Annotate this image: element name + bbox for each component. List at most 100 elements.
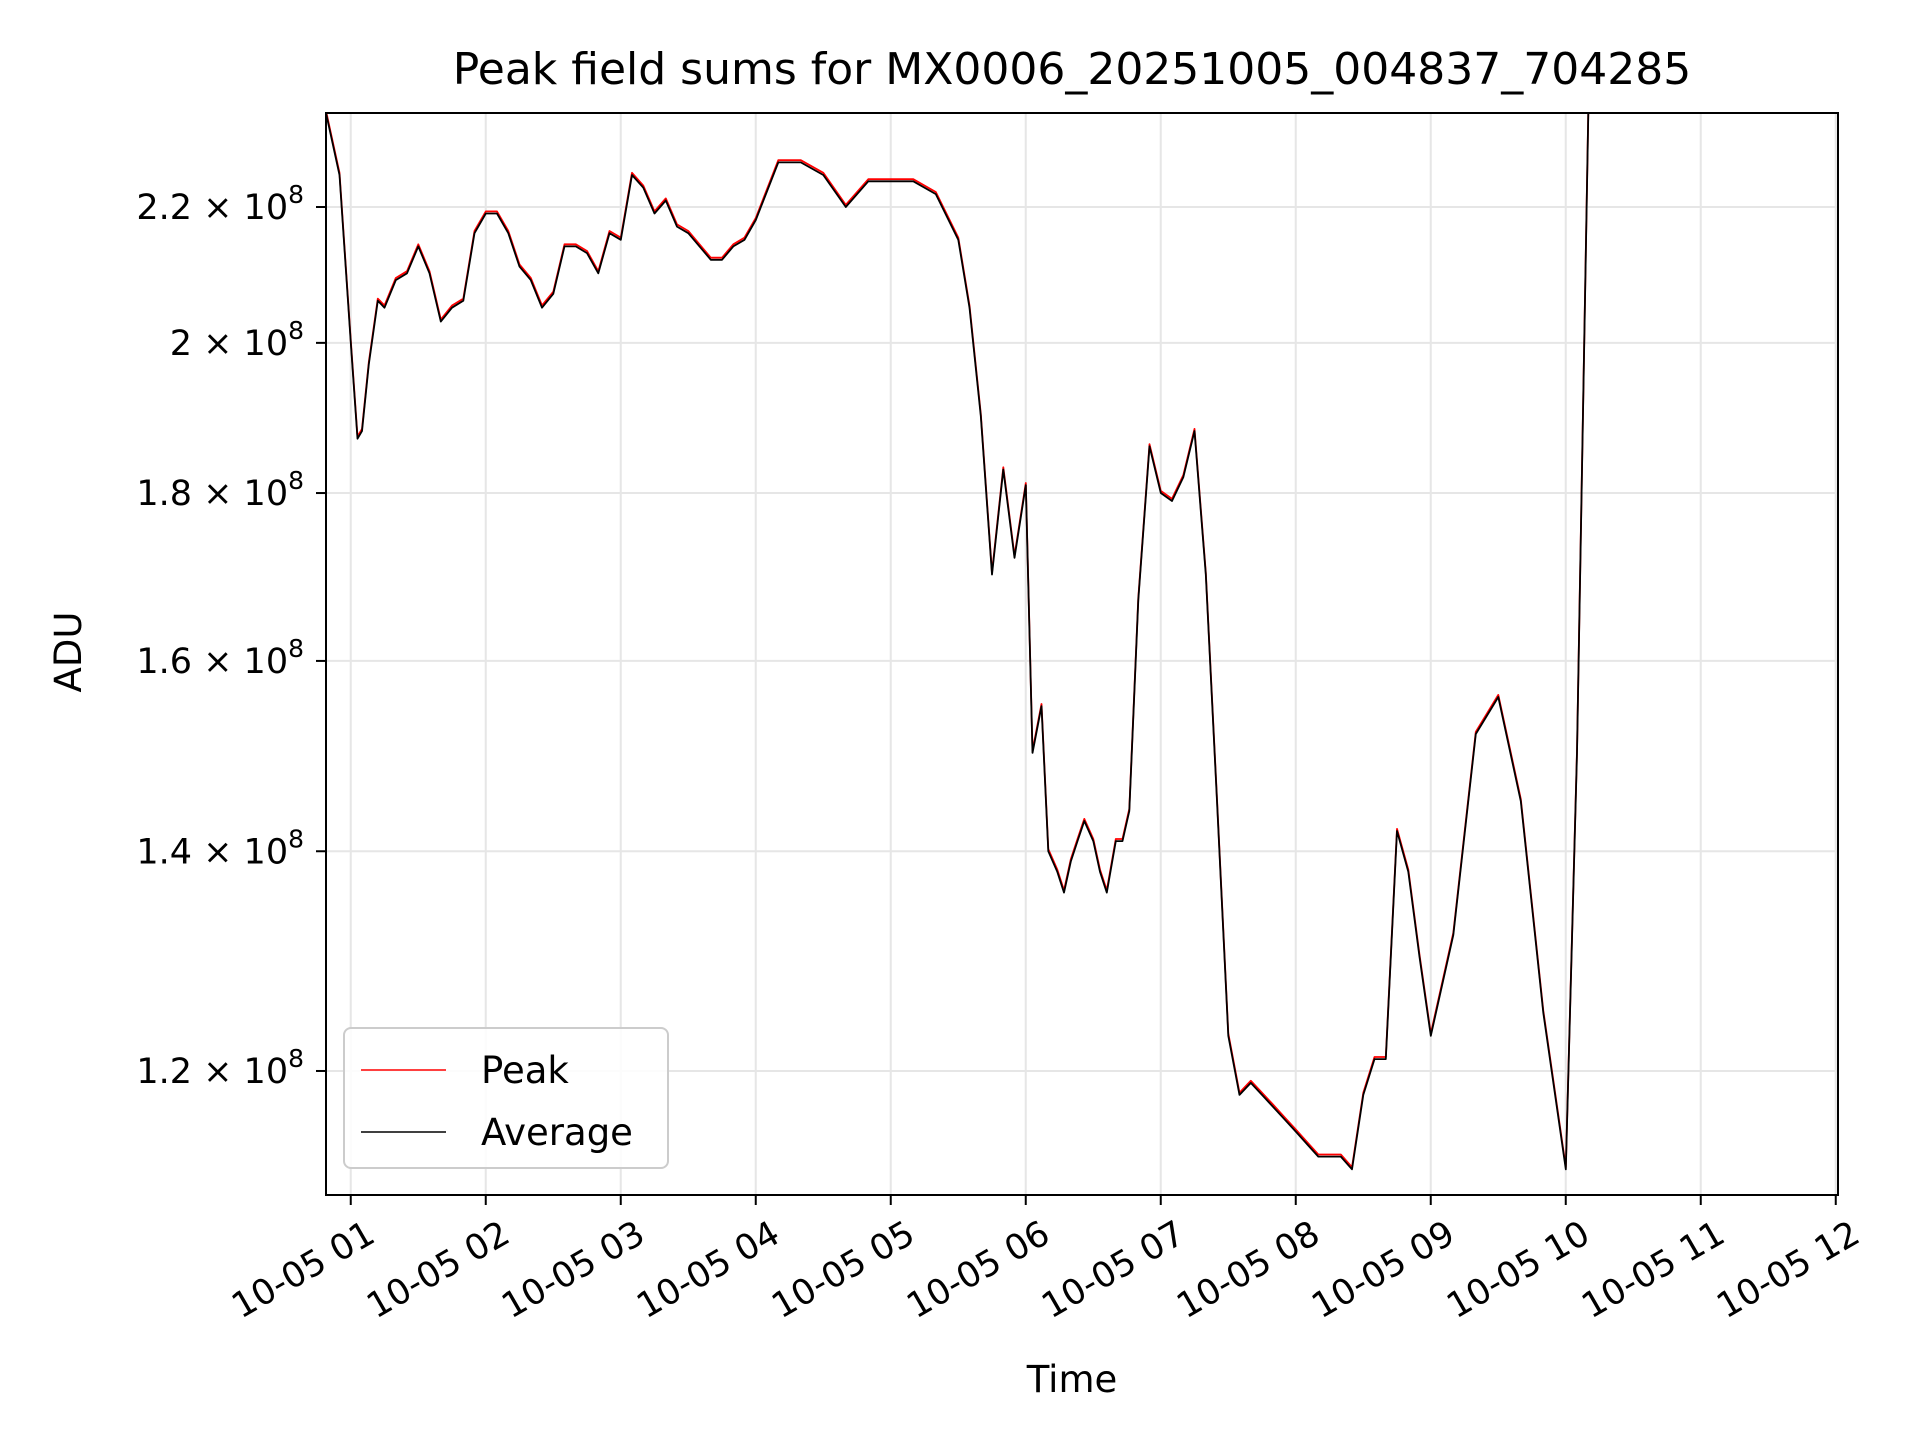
data-point-average — [1363, 1094, 1364, 1095]
data-point-average — [485, 213, 486, 214]
data-point-average — [699, 246, 700, 247]
y-tick-label: 2 × 108 — [170, 316, 304, 364]
data-point-average — [339, 174, 340, 175]
data-point-average — [721, 259, 722, 260]
data-point-average — [1318, 1156, 1319, 1157]
data-point-average — [474, 233, 475, 234]
data-point-average — [1106, 892, 1107, 893]
data-point-average — [361, 431, 362, 432]
series-line-average — [326, 113, 1590, 1171]
data-point-average — [350, 342, 351, 343]
data-point-average — [1351, 1169, 1352, 1170]
data-point-average — [384, 307, 385, 308]
data-point-average — [1329, 1156, 1330, 1157]
legend: Peak Average — [343, 1027, 669, 1169]
data-point-average — [643, 187, 644, 188]
data-point-average — [778, 162, 779, 163]
data-point-average — [1205, 574, 1206, 575]
data-point-average — [1250, 1082, 1251, 1083]
y-tick-label: 1.4 × 108 — [136, 824, 304, 872]
data-point-average — [980, 415, 981, 416]
data-point-average — [1093, 841, 1094, 842]
data-point-average — [1216, 801, 1217, 802]
data-point-average — [1239, 1094, 1240, 1095]
legend-label-peak: Peak — [481, 1049, 569, 1092]
data-point-average — [508, 233, 509, 234]
data-point-average — [676, 226, 677, 227]
data-point-average — [1295, 1131, 1296, 1132]
data-point-average — [1498, 696, 1499, 697]
data-point-average — [1171, 500, 1172, 501]
data-point-average — [1284, 1119, 1285, 1120]
data-point-average — [1160, 492, 1161, 493]
x-axis-label: Time — [1026, 1358, 1118, 1401]
data-point-average — [1115, 841, 1116, 842]
data-point-average — [1032, 752, 1033, 753]
data-point-average — [1408, 871, 1409, 872]
plot-frame — [325, 112, 1839, 1196]
data-point-average — [530, 280, 531, 281]
chart-title: Peak field sums for MX0006_20251005_0048… — [453, 44, 1691, 95]
data-point-average — [1084, 820, 1085, 821]
data-point-average — [553, 293, 554, 294]
grid-layer — [326, 113, 1838, 1195]
data-point-average — [463, 300, 464, 301]
data-point-average — [845, 206, 846, 207]
data-point-average — [1149, 446, 1150, 447]
data-point-average — [1138, 599, 1139, 600]
data-point-average — [1419, 956, 1420, 957]
data-point-average — [418, 246, 419, 247]
data-point-average — [1340, 1156, 1341, 1157]
data-point-average — [451, 307, 452, 308]
data-point-average — [377, 300, 378, 301]
data-point-average — [541, 307, 542, 308]
data-point-average — [496, 213, 497, 214]
legend-box — [343, 1027, 669, 1169]
y-tick-label: 1.8 × 108 — [136, 466, 304, 514]
data-point-average — [733, 246, 734, 247]
data-point-average — [395, 280, 396, 281]
y-tick-label: 1.2 × 108 — [136, 1044, 304, 1092]
data-point-average — [1396, 830, 1397, 831]
data-point-average — [1048, 851, 1049, 852]
data-point-average — [991, 574, 992, 575]
data-point-average — [519, 266, 520, 267]
data-point-average — [1025, 485, 1026, 486]
data-point-average — [710, 259, 711, 260]
data-point-average — [1122, 841, 1123, 842]
data-point-average — [575, 246, 576, 247]
data-point-average — [1077, 841, 1078, 842]
data-point-average — [1453, 935, 1454, 936]
data-point-average — [969, 307, 970, 308]
data-point-average — [598, 273, 599, 274]
data-point-average — [429, 273, 430, 274]
data-point-average — [1063, 892, 1064, 893]
data-point-average — [1273, 1107, 1274, 1108]
data-point-average — [744, 239, 745, 240]
data-point-average — [800, 162, 801, 163]
data-point-average — [1374, 1059, 1375, 1060]
data-point-average — [1306, 1144, 1307, 1145]
data-point-average — [1041, 706, 1042, 707]
data-point-average — [1430, 1035, 1431, 1036]
data-point-average — [564, 246, 565, 247]
data-point-average — [1520, 801, 1521, 802]
data-point-average — [1194, 431, 1195, 432]
data-point-average — [440, 321, 441, 322]
data-point-average — [1129, 811, 1130, 812]
data-point-average — [1385, 1059, 1386, 1060]
data-point-average — [586, 253, 587, 254]
data-point-average — [868, 181, 869, 182]
data-point-average — [1003, 469, 1004, 470]
data-point-average — [1183, 477, 1184, 478]
data-point-average — [1475, 733, 1476, 734]
data-point-average — [609, 233, 610, 234]
series-layer — [326, 113, 1590, 1171]
data-point-average — [1057, 871, 1058, 872]
data-point-average — [755, 219, 756, 220]
data-point-average — [654, 213, 655, 214]
data-point-average — [890, 181, 891, 182]
data-point-average — [1565, 1169, 1566, 1170]
data-point-average — [665, 200, 666, 201]
